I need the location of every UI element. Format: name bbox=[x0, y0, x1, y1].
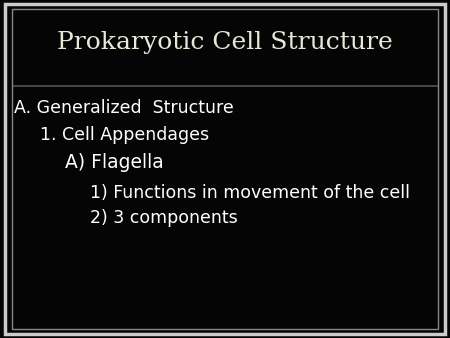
Text: Prokaryotic Cell Structure: Prokaryotic Cell Structure bbox=[57, 31, 393, 54]
Text: 1. Cell Appendages: 1. Cell Appendages bbox=[40, 126, 210, 144]
Text: 1) Functions in movement of the cell: 1) Functions in movement of the cell bbox=[90, 184, 410, 202]
Text: A. Generalized  Structure: A. Generalized Structure bbox=[14, 99, 233, 117]
Text: 2) 3 components: 2) 3 components bbox=[90, 209, 238, 227]
Text: A) Flagella: A) Flagella bbox=[65, 153, 164, 172]
